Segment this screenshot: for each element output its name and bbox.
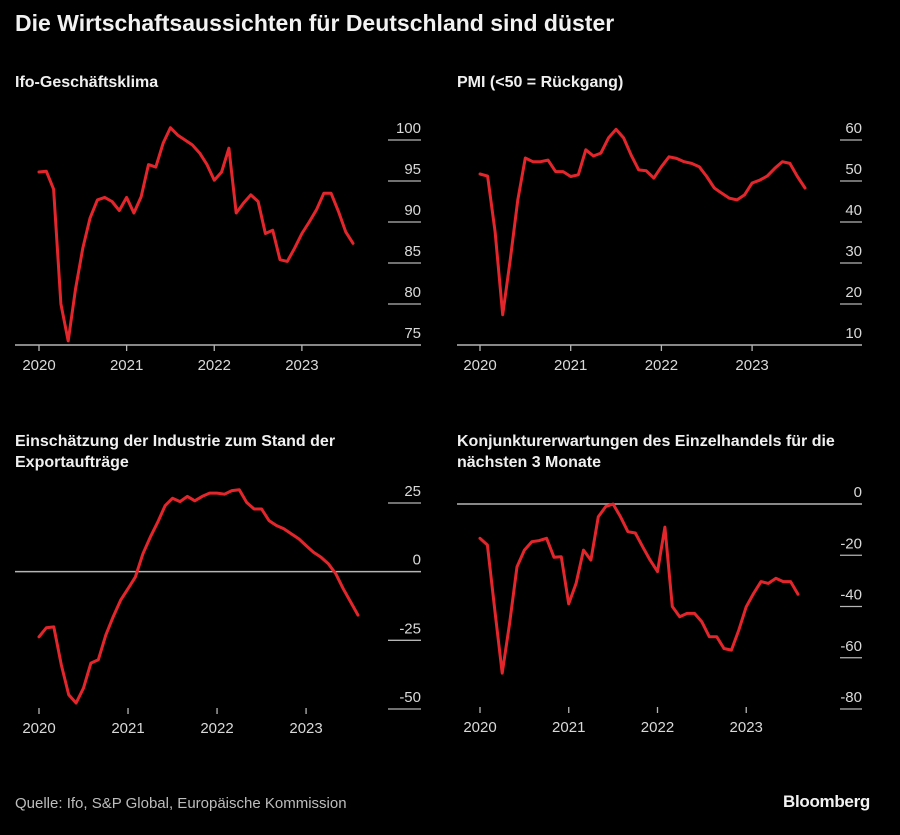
y-tick-label-ifo: 80	[404, 284, 421, 301]
x-tick-label-export: 2021	[111, 720, 144, 737]
y-tick-label-retail: -60	[840, 638, 862, 655]
y-tick-label-ifo: 95	[404, 161, 421, 178]
y-tick-label-pmi: 20	[845, 284, 862, 301]
x-tick-label-export: 2022	[200, 720, 233, 737]
y-tick-label-retail: -40	[840, 587, 862, 604]
panel-title-pmi: PMI (<50 = Rückgang)	[457, 74, 624, 91]
source-note: Quelle: Ifo, S&P Global, Europäische Kom…	[15, 795, 347, 812]
bloomberg-logo: Bloomberg	[782, 792, 870, 811]
x-tick-label-retail: 2023	[730, 719, 763, 736]
y-tick-label-ifo: 85	[404, 243, 421, 260]
y-tick-label-export: -50	[399, 689, 421, 706]
series-line-pmi	[478, 127, 807, 317]
x-tick-label-ifo: 2022	[198, 357, 231, 374]
chart-title: Die Wirtschaftsaussichten für Deutschlan…	[15, 10, 615, 36]
y-tick-label-ifo: 75	[404, 325, 421, 342]
x-tick-label-retail: 2022	[641, 719, 674, 736]
panel-title-retail: Konjunkturerwartungen des Einzelhandels …	[457, 433, 835, 471]
y-tick-label-retail: -20	[840, 535, 862, 552]
x-tick-label-retail: 2021	[552, 719, 585, 736]
y-tick-label-ifo: 100	[396, 120, 421, 137]
y-tick-label-retail: -80	[840, 689, 862, 706]
y-tick-label-ifo: 90	[404, 202, 421, 219]
panel-title-ifo: Ifo-Geschäftsklima	[15, 74, 159, 91]
x-tick-label-pmi: 2020	[463, 357, 496, 374]
panel-title-export: Einschätzung der Industrie zum Stand der…	[15, 433, 336, 471]
y-tick-label-export: 25	[404, 483, 421, 500]
x-tick-label-ifo: 2021	[110, 357, 143, 374]
y-tick-label-pmi: 40	[845, 202, 862, 219]
y-tick-label-retail: 0	[854, 484, 862, 501]
series-line-export	[37, 488, 360, 705]
x-tick-label-pmi: 2022	[645, 357, 678, 374]
x-tick-label-retail: 2020	[463, 719, 496, 736]
series-line-ifo	[37, 126, 355, 343]
y-tick-label-pmi: 50	[845, 161, 862, 178]
x-tick-label-export: 2020	[22, 720, 55, 737]
x-tick-label-pmi: 2023	[735, 357, 768, 374]
y-tick-label-pmi: 10	[845, 325, 862, 342]
x-tick-label-ifo: 2023	[285, 357, 318, 374]
x-tick-label-ifo: 2020	[22, 357, 55, 374]
y-tick-label-export: -25	[399, 620, 421, 637]
y-tick-label-pmi: 30	[845, 243, 862, 260]
x-tick-label-pmi: 2021	[554, 357, 587, 374]
y-tick-label-pmi: 60	[845, 120, 862, 137]
x-tick-label-export: 2023	[289, 720, 322, 737]
series-line-retail	[478, 502, 800, 675]
y-tick-label-export: 0	[413, 552, 421, 569]
